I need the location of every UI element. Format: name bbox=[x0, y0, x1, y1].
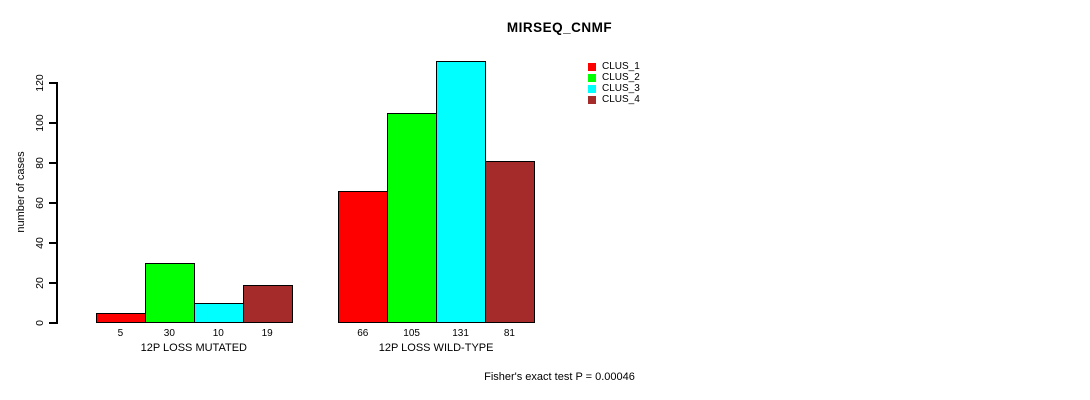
y-axis-tick bbox=[49, 82, 57, 84]
bar-value-label: 10 bbox=[212, 328, 224, 339]
legend-label: CLUS_1 bbox=[602, 61, 640, 73]
bar-clus_1-group1 bbox=[96, 313, 146, 323]
y-axis-tick-label: 80 bbox=[34, 157, 46, 169]
legend-swatch bbox=[588, 63, 596, 72]
bar-clus_4-group2 bbox=[485, 161, 535, 323]
y-axis-tick bbox=[49, 322, 57, 324]
y-axis-tick bbox=[49, 242, 57, 244]
y-axis-tick bbox=[49, 162, 57, 164]
y-axis-tick-label: 60 bbox=[34, 197, 46, 209]
legend-swatch bbox=[588, 84, 596, 93]
bar-value-label: 131 bbox=[452, 328, 469, 339]
x-category-label: 12P LOSS MUTATED bbox=[140, 342, 247, 354]
bar-value-label: 19 bbox=[261, 328, 273, 339]
bar-clus_4-group1 bbox=[242, 285, 293, 323]
legend-label: CLUS_3 bbox=[602, 82, 640, 94]
legend-label: CLUS_4 bbox=[602, 93, 640, 105]
bar-clus_3-group1 bbox=[193, 303, 244, 323]
bar-clus_2-group1 bbox=[144, 263, 195, 323]
legend-label: CLUS_2 bbox=[602, 72, 640, 84]
bar-value-label: 66 bbox=[357, 328, 369, 339]
legend: CLUS_1 CLUS_2 CLUS_3 CLUS_4 bbox=[588, 62, 640, 105]
legend-swatch bbox=[588, 95, 596, 104]
y-axis-tick bbox=[49, 282, 57, 284]
y-axis-line bbox=[56, 82, 58, 324]
y-axis-label: number of cases bbox=[15, 151, 27, 233]
bar-clus_2-group2 bbox=[387, 113, 438, 323]
legend-item-clus_1: CLUS_1 bbox=[588, 62, 640, 73]
y-axis-tick-label: 0 bbox=[34, 320, 46, 326]
y-axis-tick-label: 40 bbox=[34, 237, 46, 249]
bar-value-label: 105 bbox=[403, 328, 420, 339]
y-axis-tick-label: 120 bbox=[34, 74, 46, 92]
y-axis-tick bbox=[49, 202, 57, 204]
bar-value-label: 30 bbox=[163, 328, 175, 339]
bar-value-label: 81 bbox=[503, 328, 515, 339]
bar-clus_3-group2 bbox=[436, 61, 486, 323]
legend-item-clus_4: CLUS_4 bbox=[588, 94, 640, 105]
chart-title: MIRSEQ_CNMF bbox=[506, 20, 613, 35]
bar-value-label: 5 bbox=[117, 328, 124, 339]
legend-item-clus_2: CLUS_2 bbox=[588, 73, 640, 84]
bar-clus_1-group2 bbox=[338, 191, 389, 323]
legend-item-clus_3: CLUS_3 bbox=[588, 82, 640, 95]
y-axis-tick-label: 20 bbox=[34, 277, 46, 289]
legend-swatch bbox=[588, 74, 596, 83]
stat-annotation: Fisher's exact test P = 0.00046 bbox=[484, 371, 635, 383]
y-axis-tick-label: 100 bbox=[34, 114, 46, 132]
y-axis-tick bbox=[49, 122, 57, 124]
x-category-label: 12P LOSS WILD-TYPE bbox=[378, 342, 494, 354]
